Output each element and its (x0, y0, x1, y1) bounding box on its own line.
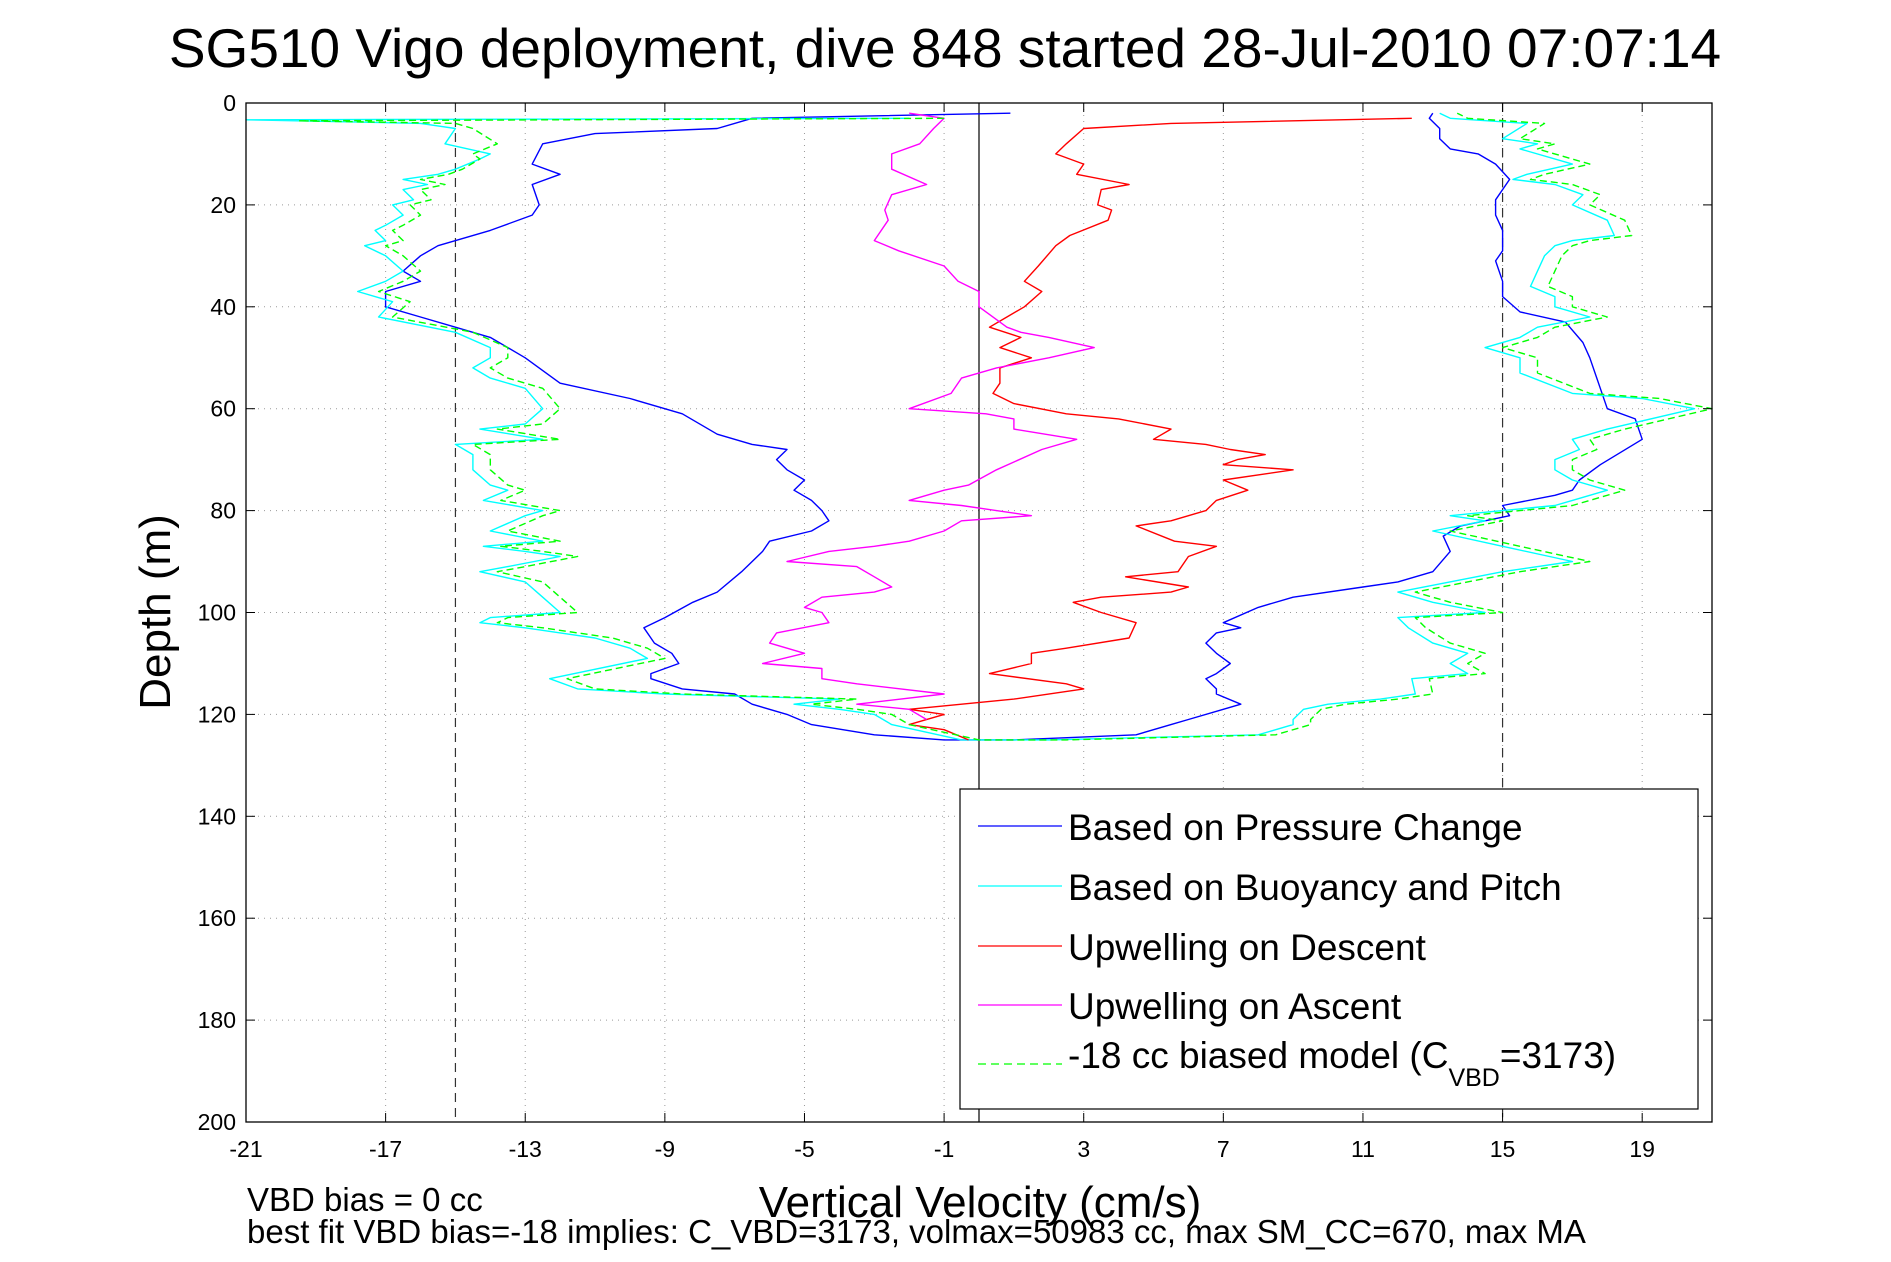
legend-box (959, 788, 1699, 1110)
y-tick-label-1: 20 (210, 192, 236, 218)
legend-biased-subscript: VBD (1448, 1064, 1499, 1092)
legend-biased-suffix: =3173) (1500, 1035, 1616, 1076)
y-tick-label-2: 40 (210, 294, 236, 320)
x-tick-label-10: 19 (1629, 1136, 1655, 1162)
legend-label-up-ascent: Upwelling on Ascent (1068, 986, 1402, 1027)
x-axis-label: Vertical Velocity (cm/s) (759, 1178, 1202, 1227)
x-tick-label-2: -13 (509, 1136, 542, 1162)
legend-label-up-descent: Upwelling on Descent (1068, 927, 1427, 968)
x-tick-label-0: -21 (229, 1136, 262, 1162)
annotation-fit: best fit VBD bias=-18 implies: C_VBD=317… (247, 1213, 1586, 1250)
y-tick-label-5: 100 (198, 600, 236, 626)
series-line-3 (761, 112, 1095, 721)
series-line-1 (245, 112, 1696, 741)
y-tick-label-0: 0 (223, 90, 236, 116)
x-tick-label-3: -9 (655, 1136, 675, 1162)
y-tick-label-6: 120 (198, 701, 236, 727)
x-tick-label-9: 15 (1490, 1136, 1516, 1162)
annotation-bias: VBD bias = 0 cc (247, 1181, 483, 1218)
x-tick-label-7: 7 (1217, 1136, 1230, 1162)
y-axis-ticks: 0 20 40 60 80 100 120 140 160 180 200 (198, 90, 1712, 1135)
series-lines (245, 112, 1713, 741)
series-line-0 (384, 112, 1643, 741)
x-tick-label-6: 3 (1077, 1136, 1090, 1162)
legend-biased-prefix: -18 cc biased model (C (1068, 1035, 1448, 1076)
legend-label-biased: -18 cc biased model (CVBD=3173) (1068, 1035, 1616, 1092)
y-tick-label-9: 180 (198, 1007, 236, 1033)
legend-label-pressure: Based on Pressure Change (1068, 807, 1523, 848)
y-tick-label-3: 60 (210, 396, 236, 422)
x-tick-label-5: -1 (934, 1136, 954, 1162)
series-line-2 (908, 117, 1412, 741)
y-tick-label-7: 140 (198, 803, 236, 829)
x-axis-ticks: -21 -17 -13 -9 -5 -1 3 7 11 15 19 (229, 103, 1655, 1162)
x-tick-label-4: -5 (794, 1136, 814, 1162)
legend: Based on Pressure Change Based on Buoyan… (959, 788, 1699, 1110)
y-tick-label-8: 160 (198, 905, 236, 931)
series-line-4 (297, 112, 1713, 741)
chart-title: SG510 Vigo deployment, dive 848 started … (169, 17, 1721, 79)
x-tick-label-8: 11 (1351, 1136, 1375, 1162)
x-tick-label-1: -17 (369, 1136, 402, 1162)
y-tick-label-4: 80 (210, 498, 236, 524)
legend-label-buoyancy: Based on Buoyancy and Pitch (1068, 867, 1562, 908)
y-tick-label-10: 200 (198, 1109, 236, 1135)
y-axis-label: Depth (m) (131, 514, 180, 710)
